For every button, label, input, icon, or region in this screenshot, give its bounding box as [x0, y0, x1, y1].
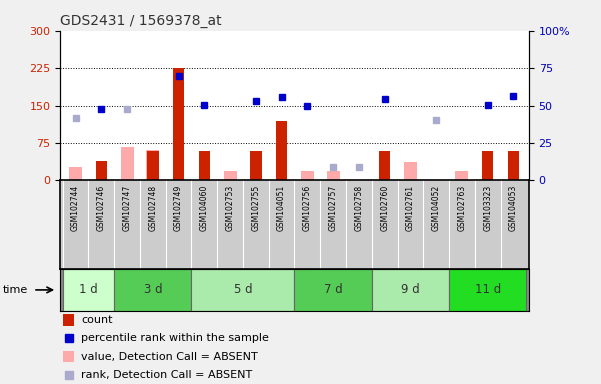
Text: GSM104051: GSM104051 [277, 185, 286, 231]
Bar [276, 121, 287, 180]
Text: value, Detection Call = ABSENT: value, Detection Call = ABSENT [81, 352, 258, 362]
Text: GSM102749: GSM102749 [174, 185, 183, 231]
Text: GSM102748: GSM102748 [148, 185, 157, 231]
Bar [63, 269, 114, 311]
Text: GSM102763: GSM102763 [457, 185, 466, 231]
Bar [173, 68, 185, 180]
Text: GSM104060: GSM104060 [200, 185, 209, 231]
Text: 11 d: 11 d [475, 283, 501, 296]
Text: GSM102755: GSM102755 [251, 185, 260, 231]
Text: 5 d: 5 d [234, 283, 252, 296]
Bar [456, 172, 468, 180]
Bar [327, 172, 340, 180]
Text: GSM102756: GSM102756 [303, 185, 312, 231]
Bar [63, 314, 75, 326]
Bar [114, 269, 192, 311]
Text: GSM102760: GSM102760 [380, 185, 389, 231]
Bar [198, 151, 210, 180]
Text: time: time [3, 285, 28, 295]
Text: GSM102753: GSM102753 [225, 185, 234, 231]
Text: rank, Detection Call = ABSENT: rank, Detection Call = ABSENT [81, 370, 252, 380]
Bar [250, 151, 261, 180]
Bar [508, 151, 519, 180]
Text: GDS2431 / 1569378_at: GDS2431 / 1569378_at [60, 14, 222, 28]
Bar [96, 161, 107, 180]
Text: 3 d: 3 d [144, 283, 162, 296]
Bar [294, 269, 372, 311]
Bar [449, 269, 526, 311]
Text: GSM104052: GSM104052 [432, 185, 441, 231]
Text: 9 d: 9 d [401, 283, 419, 296]
Text: GSM102758: GSM102758 [355, 185, 364, 231]
Bar [147, 149, 159, 180]
Text: GSM102746: GSM102746 [97, 185, 106, 231]
Bar [69, 167, 82, 180]
Bar [482, 151, 493, 180]
Bar [224, 172, 237, 180]
Text: GSM102757: GSM102757 [329, 185, 338, 231]
Bar [121, 147, 133, 180]
Text: GSM103323: GSM103323 [483, 185, 492, 231]
Text: GSM102747: GSM102747 [123, 185, 132, 231]
Bar [301, 172, 314, 180]
Bar [379, 151, 391, 180]
Bar [192, 269, 294, 311]
Bar [372, 269, 449, 311]
Text: GSM102744: GSM102744 [71, 185, 80, 231]
Text: percentile rank within the sample: percentile rank within the sample [81, 333, 269, 343]
Bar [404, 162, 417, 180]
Bar [63, 351, 75, 362]
Text: 1 d: 1 d [79, 283, 98, 296]
Bar [147, 151, 159, 180]
Text: GSM102761: GSM102761 [406, 185, 415, 231]
Text: count: count [81, 315, 113, 325]
Text: GSM104053: GSM104053 [509, 185, 518, 231]
Text: 7 d: 7 d [324, 283, 343, 296]
